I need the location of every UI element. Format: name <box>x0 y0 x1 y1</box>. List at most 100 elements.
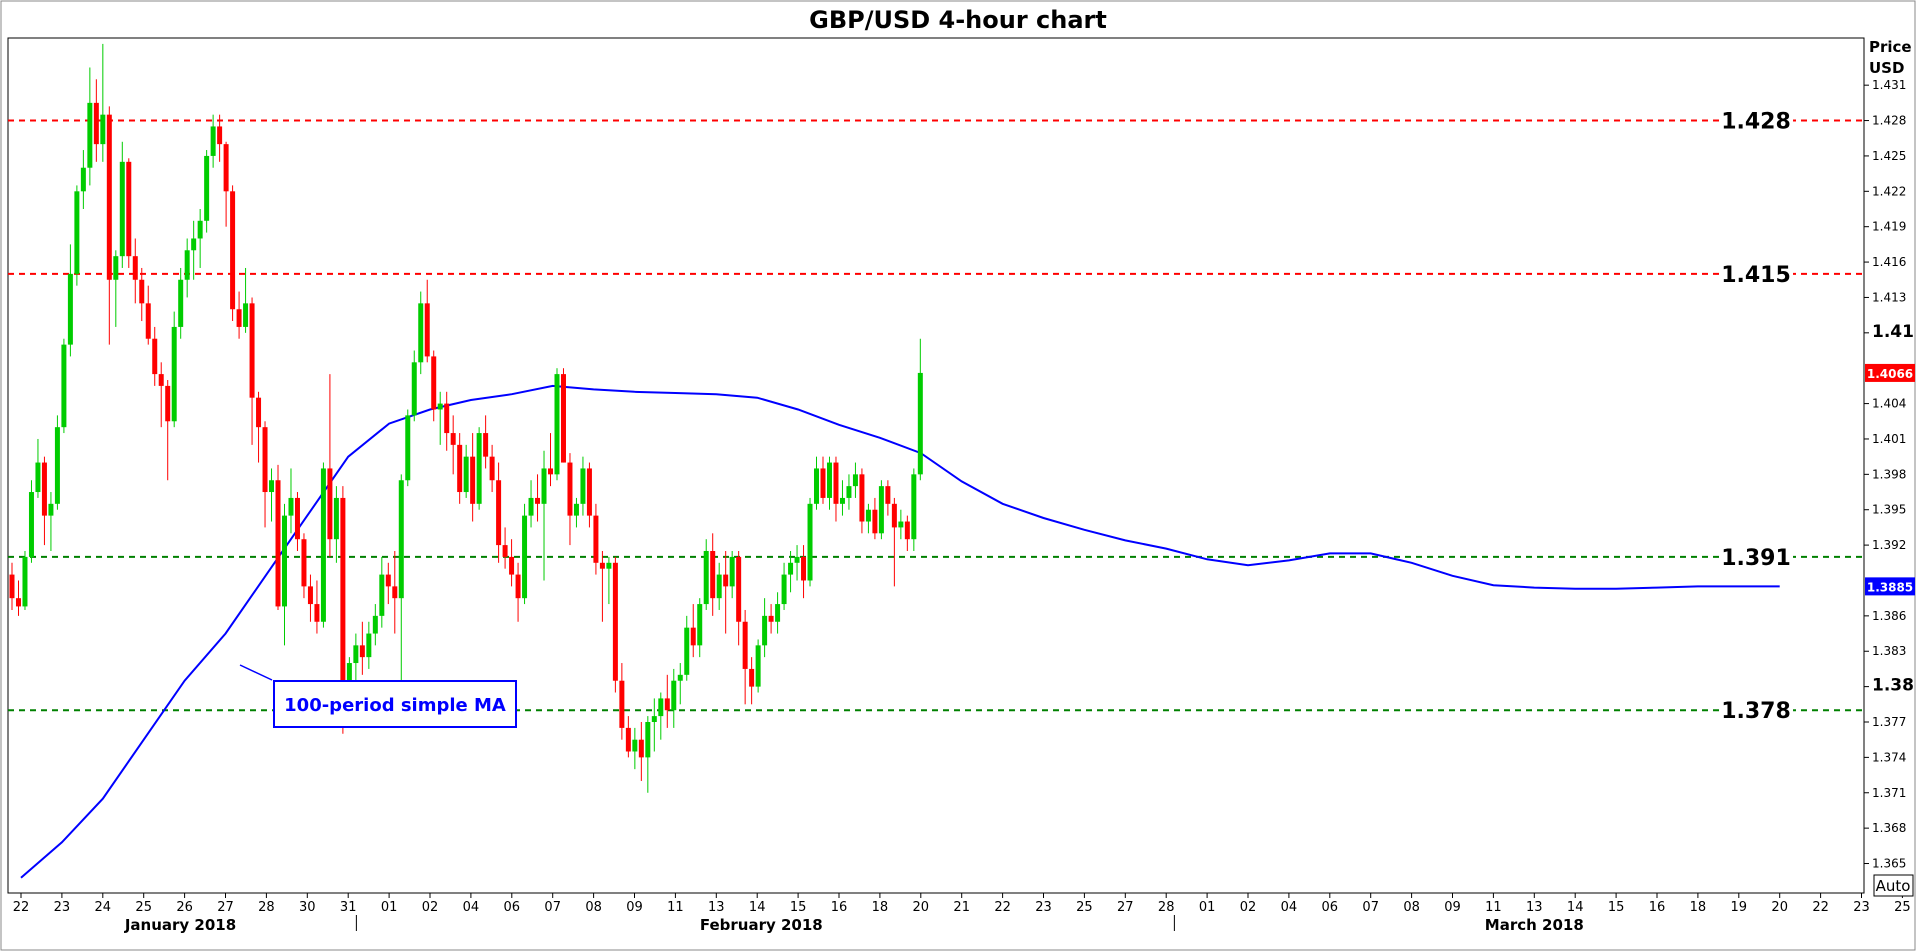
x-tick-label: 04 <box>1281 900 1298 915</box>
candle-body <box>204 155 210 221</box>
candle <box>560 368 566 463</box>
x-tick-label: 06 <box>504 900 521 915</box>
candle <box>405 409 411 487</box>
candle <box>372 604 378 646</box>
candle-body <box>638 739 644 758</box>
auto-button-label[interactable]: Auto <box>1876 877 1911 895</box>
candle-body <box>716 574 722 599</box>
candle <box>269 468 275 522</box>
x-tick-label: 30 <box>299 900 316 915</box>
x-tick-label: 08 <box>1403 900 1420 915</box>
candle <box>450 415 456 475</box>
candle-body <box>807 503 813 581</box>
y-tick-label: 1.431 <box>1872 78 1906 92</box>
auto-scale-button[interactable]: Auto <box>1873 874 1914 897</box>
candle-body <box>736 556 742 622</box>
candle-body <box>904 521 910 540</box>
candle <box>171 311 177 428</box>
candle <box>28 480 34 563</box>
candle <box>794 545 800 581</box>
candle <box>236 291 242 339</box>
candle <box>392 551 398 634</box>
x-tick-label: 23 <box>1035 900 1052 915</box>
candle <box>671 668 677 728</box>
candle <box>217 114 223 162</box>
candle <box>476 427 482 510</box>
candle <box>288 468 294 534</box>
candle <box>35 438 41 498</box>
x-tick-label: 02 <box>422 900 439 915</box>
candle-body <box>48 503 54 516</box>
candle-body <box>158 374 164 386</box>
candle-body <box>145 303 151 339</box>
candle <box>736 551 742 646</box>
x-tick-label: 25 <box>135 900 152 915</box>
candle-body <box>846 486 852 498</box>
candle-body <box>80 167 86 192</box>
candle <box>917 338 923 481</box>
candle-body <box>54 427 60 504</box>
candle-body <box>742 621 748 669</box>
candle <box>307 574 313 622</box>
candle <box>820 456 826 504</box>
candle-body <box>755 645 761 687</box>
candle <box>165 380 171 481</box>
x-tick-label: 21 <box>953 900 970 915</box>
x-tick-label: 02 <box>1240 900 1257 915</box>
candle-body <box>74 191 80 274</box>
candle-body <box>515 574 521 599</box>
x-tick-label: 16 <box>831 900 848 915</box>
x-tick-label: 15 <box>790 900 807 915</box>
candle-body <box>535 497 541 504</box>
candle-body <box>197 220 203 239</box>
candle-body <box>859 474 865 522</box>
candle-body <box>703 551 709 605</box>
candle-body <box>93 102 99 145</box>
candle <box>710 533 716 616</box>
candle <box>651 698 657 752</box>
candle-body <box>392 586 398 599</box>
candle <box>230 185 236 322</box>
candle <box>256 391 262 463</box>
y-axis-label-line1: Price <box>1869 38 1912 56</box>
candle-body <box>333 497 339 540</box>
auto-button-box[interactable] <box>1873 874 1914 897</box>
candle <box>632 727 638 770</box>
candle-body <box>612 562 618 681</box>
candle <box>586 462 592 528</box>
candle <box>768 604 774 634</box>
level-label-bg-1.415 <box>1719 259 1793 288</box>
candle-body <box>775 604 781 622</box>
candle <box>483 415 489 469</box>
candle-body <box>788 562 794 575</box>
x-tick-label: 28 <box>258 900 275 915</box>
candle <box>132 238 138 304</box>
candle-body <box>723 574 729 587</box>
candle-body <box>424 303 430 357</box>
candle-body <box>372 615 378 634</box>
y-tick-label: 1.419 <box>1872 220 1906 234</box>
candle-body <box>632 739 638 752</box>
candle <box>885 480 891 516</box>
level-label-bg-1.391 <box>1719 542 1793 571</box>
x-tick-label: 13 <box>1526 900 1543 915</box>
candle <box>489 444 495 493</box>
candle-body <box>61 344 67 428</box>
candle <box>119 141 125 268</box>
candle <box>249 297 255 445</box>
x-tick-label: 31 <box>340 900 357 915</box>
x-tick-label: 15 <box>1608 900 1625 915</box>
candle-body <box>762 615 768 646</box>
candle <box>444 391 450 451</box>
candle-body <box>528 497 534 516</box>
y-tick-label: 1.374 <box>1872 750 1906 764</box>
y-tick-label: 1.395 <box>1872 503 1906 517</box>
candle <box>807 497 813 587</box>
candle-body <box>483 433 489 457</box>
moving-average <box>20 384 1780 879</box>
candle <box>411 350 417 422</box>
candle <box>463 444 469 498</box>
candle <box>742 609 748 705</box>
candle <box>470 433 476 522</box>
candle <box>697 598 703 658</box>
